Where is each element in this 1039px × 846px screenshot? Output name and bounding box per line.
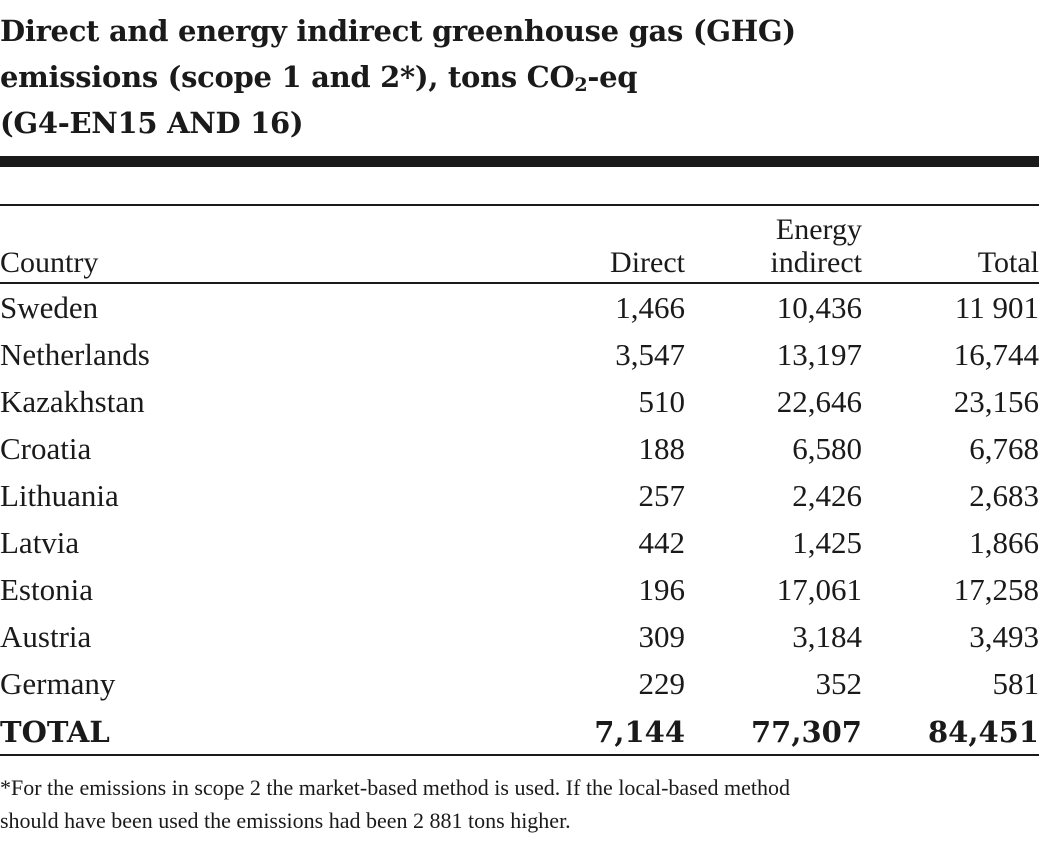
footnote: *For the emissions in scope 2 the market… (0, 771, 1039, 837)
cell-country: Austria (0, 619, 92, 654)
cell-direct: 229 (638, 666, 686, 701)
cell-energy-indirect: 3,184 (792, 619, 862, 654)
cell-energy-indirect: 22,646 (776, 384, 862, 419)
cell-total: 1,866 (969, 525, 1039, 560)
cell-energy-indirect: 6,580 (792, 431, 862, 466)
cell-country: Germany (0, 666, 116, 701)
cell-total: 23,156 (953, 384, 1039, 419)
total-total: 84,451 (928, 715, 1039, 749)
cell-total: 3,493 (969, 619, 1039, 654)
cell-total: 2,683 (969, 478, 1039, 513)
table-row: Kazakhstan 510 22,646 23,156 (0, 381, 1039, 428)
cell-direct: 188 (638, 431, 686, 466)
cell-direct: 1,466 (615, 290, 685, 325)
cell-country: Sweden (0, 290, 99, 325)
cell-direct: 510 (638, 384, 686, 419)
title-line-2-text: emissions (scope 1 and 2*), tons CO (0, 60, 575, 94)
title-line-3: (G4-EN15 AND 16) (0, 106, 304, 140)
page-title: Direct and energy indirect greenhouse ga… (0, 8, 1039, 146)
cell-total: 11 901 (954, 290, 1039, 325)
total-label: TOTAL (0, 715, 110, 749)
cell-total: 17,258 (953, 572, 1039, 607)
footnote-line-1: *For the emissions in scope 2 the market… (0, 775, 790, 800)
table-row: Croatia 188 6,580 6,768 (0, 428, 1039, 475)
table-row: Estonia 196 17,061 17,258 (0, 569, 1039, 616)
table-row: Netherlands 3,547 13,197 16,744 (0, 334, 1039, 381)
cell-energy-indirect: 352 (815, 666, 863, 701)
title-line-2: emissions (scope 1 and 2*), tons CO2-eq (0, 54, 1039, 100)
total-direct: 7,144 (594, 715, 685, 749)
table-row: Austria 309 3,184 3,493 (0, 616, 1039, 663)
header-total: Total (977, 246, 1039, 279)
cell-energy-indirect: 2,426 (792, 478, 862, 513)
header-country: Country (0, 246, 99, 279)
table-row: Sweden 1,466 10,436 11 901 (0, 287, 1039, 334)
table-row: Germany 229 352 581 (0, 663, 1039, 710)
table-body: Sweden 1,466 10,436 11 901 Netherlands 3… (0, 287, 1039, 710)
title-line-1: Direct and energy indirect greenhouse ga… (0, 14, 796, 48)
cell-total: 6,768 (969, 431, 1039, 466)
cell-country: Croatia (0, 431, 92, 466)
cell-direct: 442 (638, 525, 686, 560)
table-row: Lithuania 257 2,426 2,683 (0, 475, 1039, 522)
cell-total: 16,744 (953, 337, 1039, 372)
cell-country: Kazakhstan (0, 384, 145, 419)
cell-country: Netherlands (0, 337, 150, 372)
table-total-row: TOTAL 7,144 77,307 84,451 (0, 712, 1039, 752)
header-energy-line-1: Energy (775, 213, 862, 246)
table-header-rule (0, 282, 1039, 284)
cell-energy-indirect: 1,425 (792, 525, 862, 560)
table-top-rule (0, 204, 1039, 206)
cell-energy-indirect: 13,197 (776, 337, 862, 372)
header-energy-indirect: Energy indirect (770, 213, 862, 279)
cell-total: 581 (992, 666, 1039, 701)
header-energy-line-2: indirect (770, 246, 862, 279)
table-bottom-rule (0, 754, 1039, 756)
cell-country: Latvia (0, 525, 80, 560)
total-energy-indirect: 77,307 (751, 715, 862, 749)
footnote-line-2: should have been used the emissions had … (0, 808, 571, 833)
cell-country: Lithuania (0, 478, 119, 513)
cell-energy-indirect: 17,061 (776, 572, 862, 607)
cell-direct: 3,547 (615, 337, 685, 372)
cell-direct: 196 (638, 572, 686, 607)
title-line-2-suffix: -eq (587, 60, 638, 94)
cell-direct: 309 (638, 619, 686, 654)
title-divider (0, 156, 1039, 167)
table-row: Latvia 442 1,425 1,866 (0, 522, 1039, 569)
title-co2-subscript: 2 (574, 74, 588, 96)
cell-direct: 257 (638, 478, 686, 513)
cell-country: Estonia (0, 572, 93, 607)
cell-energy-indirect: 10,436 (776, 290, 862, 325)
header-direct: Direct (610, 246, 685, 279)
